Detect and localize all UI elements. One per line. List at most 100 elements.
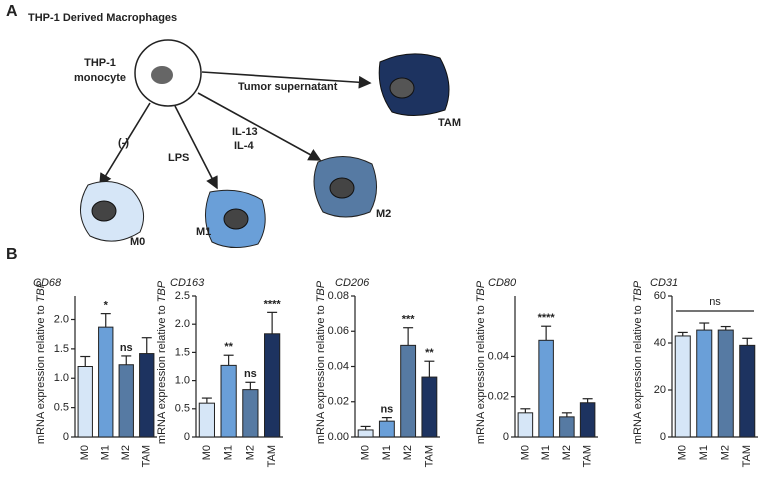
cell-label: TAM: [438, 117, 461, 129]
x-tick-label: M2: [120, 445, 132, 460]
y-axis-label: mRNA expression relative to TBP: [475, 280, 487, 444]
arrow-label: Tumor supernatant: [238, 81, 338, 93]
y-tick-label: 0: [503, 431, 509, 443]
chart-title: CD206: [335, 277, 370, 289]
y-axis-label: mRNA expression relative to TBP: [35, 280, 47, 444]
y-tick-label: 0: [660, 431, 666, 443]
significance: ns: [380, 404, 393, 416]
cell-label: M1: [196, 226, 211, 238]
significance: ****: [264, 298, 282, 310]
significance: **: [425, 347, 434, 359]
y-axis-label: mRNA expression relative to TBP: [156, 280, 168, 444]
cell-label: M0: [130, 236, 145, 248]
cell-label: THP-1: [84, 57, 116, 69]
significance: ns: [244, 368, 257, 380]
y-tick-label: 20: [654, 384, 666, 396]
x-tick-label: M1: [381, 445, 393, 460]
bar: [77, 366, 93, 438]
x-tick-label: M1: [100, 445, 112, 460]
x-tick-label: M0: [519, 445, 531, 460]
y-tick-label: 0.5: [175, 403, 190, 415]
bar: [139, 353, 155, 438]
chart-title: CD68: [33, 277, 62, 289]
significance: ***: [402, 314, 416, 326]
x-tick-label: M1: [223, 445, 235, 460]
y-tick-label: 0.02: [488, 391, 509, 403]
y-tick-label: 0: [184, 431, 190, 443]
y-axis-label: mRNA expression relative to TBP: [632, 280, 644, 444]
tam-cell: [378, 53, 450, 116]
panel-label: B: [6, 246, 18, 263]
bar: [739, 344, 756, 438]
nucleus: [223, 208, 249, 230]
x-tick-label: TAM: [741, 445, 753, 467]
significance: ns: [709, 296, 721, 308]
panel-label: A: [6, 3, 18, 20]
bar: [421, 376, 438, 438]
nucleus: [91, 200, 117, 222]
arrow: [197, 92, 322, 161]
x-tick-label: M0: [677, 445, 689, 460]
y-tick-label: 1.5: [54, 343, 69, 355]
y-tick-label: 0.00: [328, 431, 349, 443]
significance: **: [224, 341, 233, 353]
y-tick-label: 2.5: [175, 290, 190, 302]
nucleus: [151, 66, 173, 84]
bar: [357, 429, 374, 438]
y-axis-label-italic: TBP: [156, 280, 168, 302]
y-tick-label: 0.5: [54, 402, 69, 414]
arrow: [99, 102, 151, 187]
chart-title: CD31: [650, 277, 678, 289]
y-axis-label-text: mRNA expression relative to: [632, 305, 644, 444]
bar: [579, 402, 596, 438]
y-tick-label: 1.0: [175, 375, 190, 387]
x-tick-label: M2: [561, 445, 573, 460]
y-axis-label-text: mRNA expression relative to: [315, 305, 327, 444]
arrow-label: IL-13: [232, 126, 258, 138]
y-axis-label-italic: TBP: [475, 280, 487, 302]
chart-title: CD80: [488, 277, 517, 289]
x-tick-label: M1: [698, 445, 710, 460]
bar: [696, 329, 713, 438]
y-tick-label: 0.04: [328, 360, 349, 372]
x-tick-label: M2: [720, 445, 732, 460]
bar: [559, 416, 575, 438]
bar: [198, 402, 215, 438]
y-tick-label: 40: [654, 337, 666, 349]
x-tick-label: M2: [244, 445, 256, 460]
y-axis-label-text: mRNA expression relative to: [156, 305, 168, 444]
x-tick-label: TAM: [266, 445, 278, 467]
x-tick-label: M0: [79, 445, 91, 460]
y-tick-label: 2.0: [175, 318, 190, 330]
significance: *: [104, 300, 109, 312]
x-tick-label: M2: [402, 445, 414, 460]
bar: [378, 420, 395, 438]
x-tick-label: TAM: [423, 445, 435, 467]
cell-label: M2: [376, 208, 391, 220]
significance: ****: [538, 312, 556, 324]
significance: ns: [120, 342, 133, 354]
nucleus: [329, 177, 355, 199]
nucleus: [389, 77, 415, 99]
y-tick-label: 2.0: [54, 313, 69, 325]
chart-title: CD163: [170, 277, 205, 289]
arrow-label: (-): [118, 137, 129, 149]
bar: [674, 335, 691, 438]
y-axis-label: mRNA expression relative to TBP: [315, 280, 327, 444]
y-axis-label-italic: TBP: [315, 280, 327, 302]
x-tick-label: TAM: [141, 445, 153, 467]
y-tick-label: 1.5: [175, 346, 190, 358]
cell-label: monocyte: [74, 72, 126, 84]
arrow-label: LPS: [168, 152, 189, 164]
x-tick-label: M0: [360, 445, 372, 460]
y-tick-label: 0.04: [488, 350, 509, 362]
bar: [538, 339, 554, 438]
diagram-title: THP-1 Derived Macrophages: [28, 12, 177, 24]
arrow: [174, 105, 218, 190]
bar: [400, 344, 417, 438]
x-tick-label: M0: [201, 445, 213, 460]
y-axis-label-text: mRNA expression relative to: [475, 305, 487, 444]
y-tick-label: 60: [654, 290, 666, 302]
bar: [220, 364, 237, 438]
